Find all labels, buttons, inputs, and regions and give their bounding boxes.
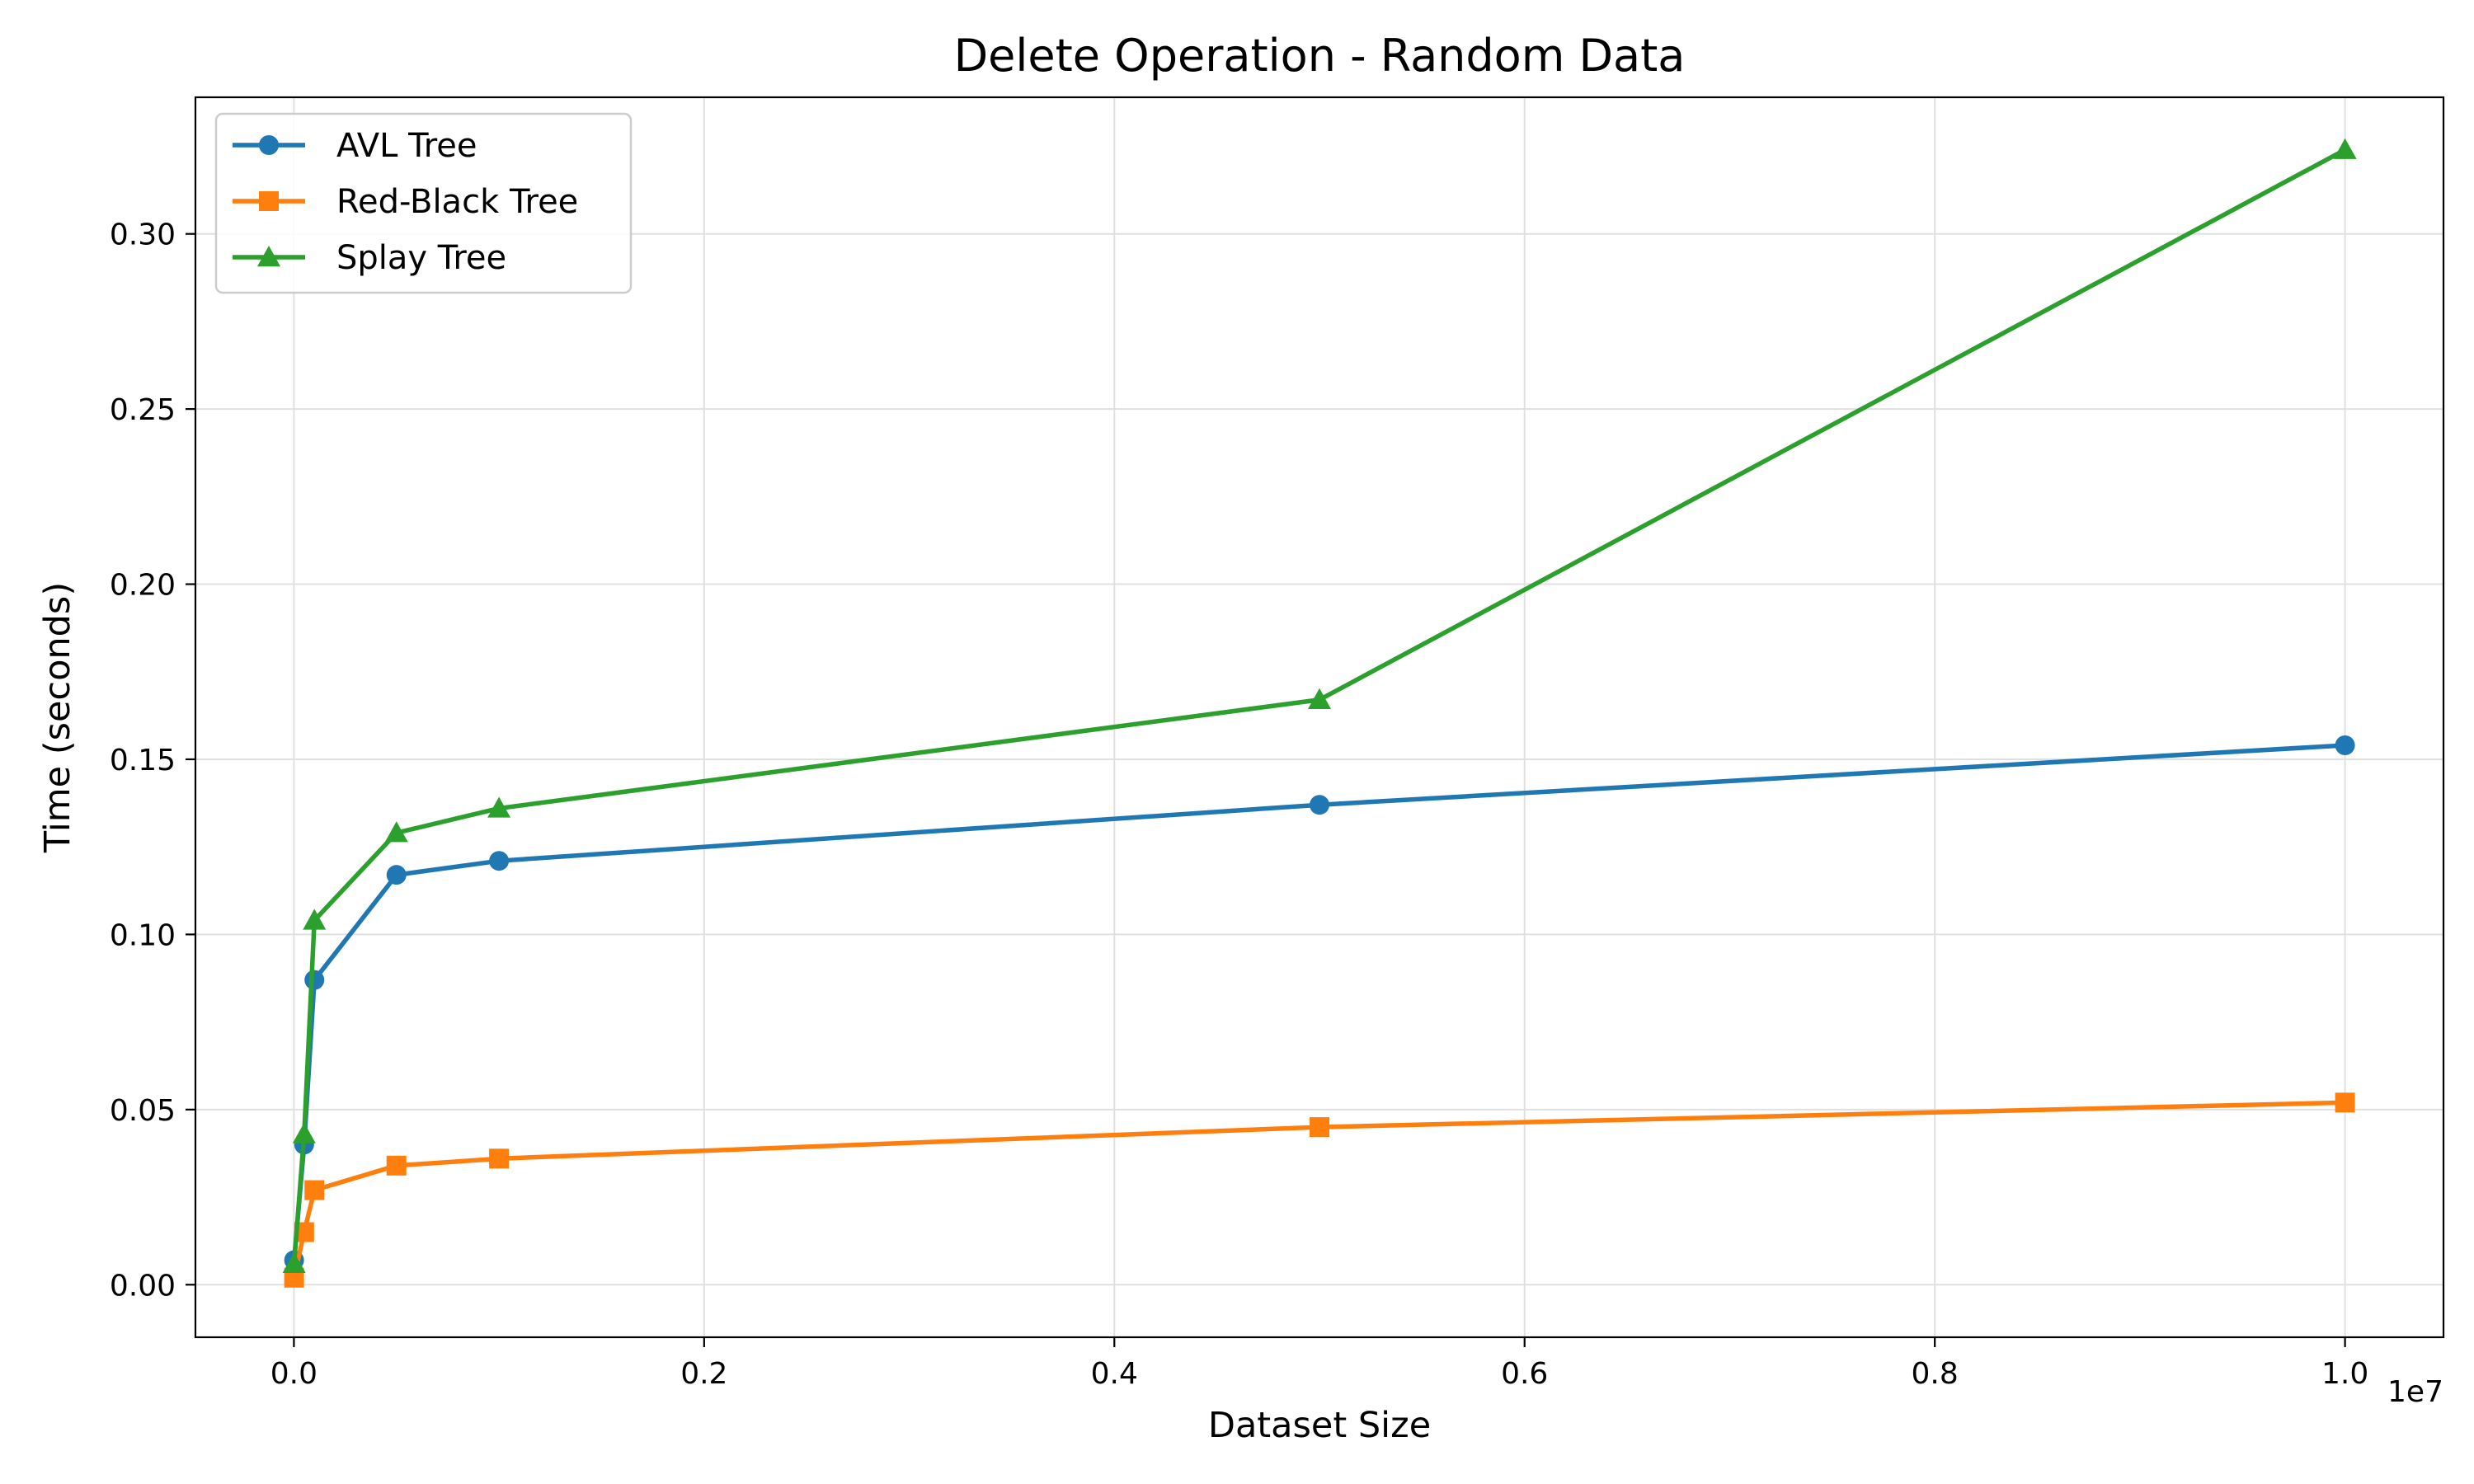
x-tick-label: 0.4 [1091,1357,1138,1391]
legend-label: Splay Tree [336,239,506,277]
legend-item: Splay Tree [233,239,506,277]
data-point [1308,688,1331,709]
data-point [489,1148,510,1169]
x-tick-label: 0.2 [680,1357,727,1391]
y-tick-label: 0.00 [110,1269,176,1303]
x-tick-label: 0.8 [1912,1357,1959,1391]
y-axis: 0.00 0.05 0.10 0.15 0.20 0.25 0.30 [110,218,195,1303]
data-point [487,796,511,818]
legend-marker [259,191,279,211]
x-axis-offset-label: 1e7 [2387,1375,2443,1409]
x-tick-label: 0.0 [270,1357,317,1391]
series-red-black-tree [284,1092,2355,1288]
x-axis: 0.0 0.2 0.4 0.6 0.8 1.0 [270,1337,2368,1391]
chart-title: Delete Operation - Random Data [954,30,1686,82]
legend-label: Red-Black Tree [336,183,578,221]
series-layer [282,138,2357,1288]
series-splay-tree [282,138,2357,1273]
y-tick-label: 0.05 [110,1094,176,1128]
legend: AVL Tree Red-Black Tree Splay Tree [214,112,633,294]
data-point [292,1122,316,1144]
y-axis-label: Time (seconds) [37,582,78,853]
data-point [304,1180,325,1200]
plot-frame [194,96,2445,1339]
legend-box [214,112,633,294]
data-point [303,909,327,930]
y-tick-label: 0.25 [110,393,176,427]
y-tick-label: 0.30 [110,218,176,252]
x-tick-label: 0.6 [1501,1357,1548,1391]
y-tick-label: 0.15 [110,744,176,777]
data-point [2335,735,2355,755]
x-axis-label: Dataset Size [1208,1405,1431,1446]
data-point [2333,138,2357,159]
legend-marker [257,246,280,267]
legend-item: AVL Tree [233,127,477,165]
data-point [386,1155,407,1176]
legend-marker [259,135,279,155]
data-point [304,970,325,990]
data-point [2335,1092,2355,1113]
data-point [386,865,407,885]
y-tick-label: 0.20 [110,569,176,603]
legend-label: AVL Tree [336,127,477,165]
data-point [282,1252,306,1273]
data-point [1310,1117,1329,1138]
legend-item: Red-Black Tree [233,183,578,221]
data-point [384,821,408,843]
data-point [489,851,510,871]
data-point [1310,795,1329,815]
y-tick-label: 0.10 [110,918,176,952]
x-tick-label: 1.0 [2321,1357,2368,1391]
